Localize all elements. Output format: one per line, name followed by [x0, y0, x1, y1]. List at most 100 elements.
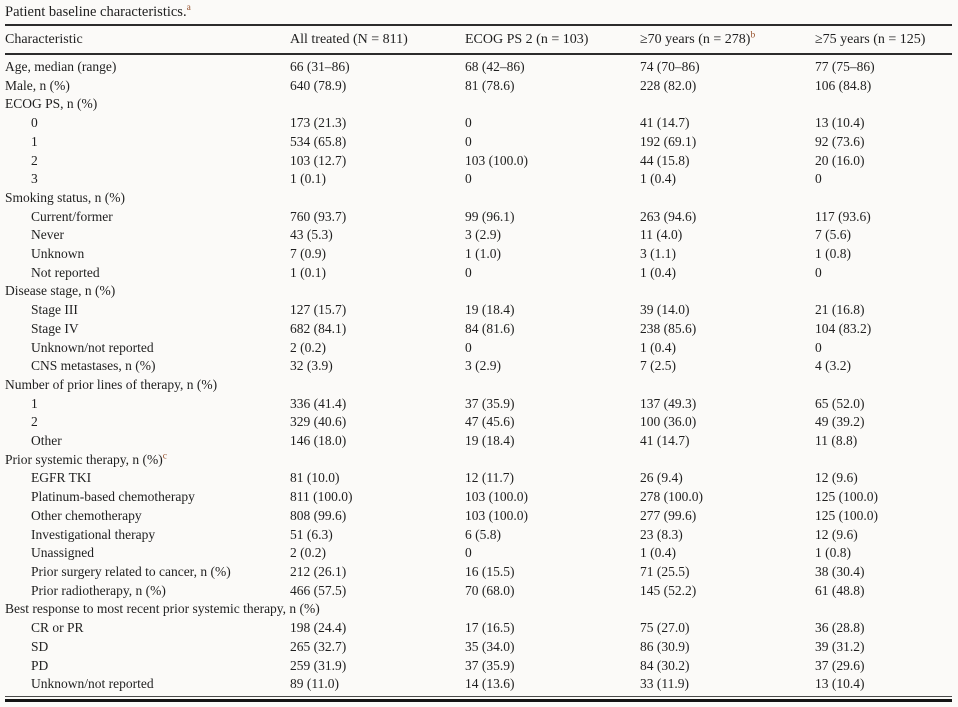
row-label-text: Male, n (%)	[5, 77, 70, 93]
cell-value: 17 (16.5)	[465, 620, 515, 636]
cell-value: 49 (39.2)	[815, 414, 865, 430]
row-label: Smoking status, n (%)	[5, 189, 290, 208]
table-row: Disease stage, n (%)	[5, 282, 952, 301]
table-row: Platinum-based chemotherapy 811 (100.0) 10…	[5, 488, 952, 507]
row-label-text: Never	[31, 227, 64, 243]
cell-value: 92 (73.6)	[815, 133, 865, 149]
table-row: Not reported 1 (0.1) 0 1 (0.4) 0	[5, 264, 952, 283]
cell-value: 86 (30.9)	[640, 638, 690, 654]
cell-value: 263 (94.6)	[640, 208, 697, 224]
cell-value: 41 (14.7)	[640, 115, 690, 131]
cell-value: 3 (1.1)	[640, 246, 676, 262]
cell-value: 71 (25.5)	[640, 563, 690, 579]
cell-value: 534 (65.8)	[290, 133, 347, 149]
column-header-label: ≥75 years (n = 125)	[815, 32, 926, 47]
row-label-text: Unknown	[31, 246, 85, 262]
footnote-marker-c: c	[162, 451, 167, 462]
cell-value: 466 (57.5)	[290, 582, 347, 598]
cell-value: 70 (68.0)	[465, 582, 515, 598]
cell-value: 265 (32.7)	[290, 638, 347, 654]
cell-value: 7 (5.6)	[815, 227, 851, 243]
cell-value: 1 (0.8)	[815, 246, 851, 262]
cell-value: 1 (0.4)	[640, 171, 676, 187]
column-header-label: All treated (N = 811)	[290, 32, 408, 47]
cell-value: 1 (1.0)	[465, 246, 501, 262]
table-header: Characteristic All treated (N = 811) ECOG …	[5, 25, 952, 55]
cell-value	[815, 600, 952, 619]
row-label: Prior radiotherapy, n (%)	[5, 582, 290, 601]
cell-value: 41 (14.7)	[640, 433, 690, 449]
table-row: Stage III 127 (15.7) 19 (18.4) 39 (14.0) 21 …	[5, 301, 952, 320]
cell-value: 640 (78.9)	[290, 77, 347, 93]
column-header-label: Characteristic	[5, 32, 83, 47]
row-label-text: Unknown/not reported	[31, 676, 154, 692]
cell-value	[290, 451, 465, 470]
column-header: ≥70 years (n = 278)b	[640, 25, 815, 55]
table-row: Other 146 (18.0) 19 (18.4) 41 (14.7) 11 (8.8…	[5, 432, 952, 451]
column-header: Characteristic	[5, 25, 290, 55]
cell-value: 103 (100.0)	[465, 507, 528, 523]
cell-value: 65 (52.0)	[815, 395, 865, 411]
table-row: Age, median (range) 66 (31–86) 68 (42–86) 7…	[5, 54, 952, 77]
row-label: Other chemotherapy	[5, 507, 290, 526]
row-label-text: PD	[31, 657, 49, 673]
row-label: Unknown/not reported	[5, 339, 290, 358]
row-label: Prior surgery related to cancer, n (%)	[5, 563, 290, 582]
row-label: Male, n (%)	[5, 77, 290, 96]
cell-value: 0	[815, 171, 822, 187]
table-row: Other chemotherapy 808 (99.6) 103 (100.0) 2…	[5, 507, 952, 526]
cell-value	[640, 189, 815, 208]
row-label: 1	[5, 395, 290, 414]
cell-value: 44 (15.8)	[640, 152, 690, 168]
cell-value: 760 (93.7)	[290, 208, 347, 224]
cell-value: 1 (0.4)	[640, 264, 676, 280]
footnote-marker-a: a	[186, 3, 191, 14]
table-title-text: Patient baseline characteristics.	[5, 4, 187, 20]
cell-value	[290, 376, 465, 395]
row-label-text: Not reported	[31, 264, 100, 280]
cell-value: 0	[815, 339, 822, 355]
cell-value: 228 (82.0)	[640, 77, 697, 93]
baseline-characteristics-table: Characteristic All treated (N = 811) ECOG …	[5, 24, 952, 694]
table-body: Age, median (range) 66 (31–86) 68 (42–86) 7…	[5, 54, 952, 694]
row-label-text: Best response to most recent prior syste…	[5, 601, 320, 617]
cell-value: 39 (14.0)	[640, 302, 690, 318]
cell-value: 125 (100.0)	[815, 507, 878, 523]
cell-value	[465, 282, 640, 301]
cell-value: 103 (12.7)	[290, 152, 347, 168]
row-label: CR or PR	[5, 619, 290, 638]
header-row: Characteristic All treated (N = 811) ECOG …	[5, 25, 952, 55]
table-title: Patient baseline characteristics.a	[5, 3, 952, 24]
cell-value: 84 (30.2)	[640, 657, 690, 673]
cell-value: 104 (83.2)	[815, 320, 872, 336]
cell-value: 137 (49.3)	[640, 395, 697, 411]
cell-value: 198 (24.4)	[290, 620, 347, 636]
cell-value	[290, 282, 465, 301]
cell-value: 11 (8.8)	[815, 433, 858, 449]
row-label-text: Unknown/not reported	[31, 339, 154, 355]
cell-value: 51 (6.3)	[290, 526, 333, 542]
cell-value: 21 (16.8)	[815, 302, 865, 318]
row-label-text: 3	[31, 171, 38, 187]
cell-value: 37 (35.9)	[465, 395, 515, 411]
cell-value: 103 (100.0)	[465, 152, 528, 168]
table-row: PD 259 (31.9) 37 (35.9) 84 (30.2) 37 (29.6)	[5, 657, 952, 676]
row-label-text: Disease stage, n (%)	[5, 283, 116, 299]
cell-value: 23 (8.3)	[640, 526, 683, 542]
table-row: 1 534 (65.8) 0 192 (69.1) 92 (73.6)	[5, 133, 952, 152]
row-label: Prior systemic therapy, n (%)c	[5, 451, 290, 470]
cell-value: 277 (99.6)	[640, 507, 697, 523]
cell-value	[640, 451, 815, 470]
cell-value: 39 (31.2)	[815, 638, 865, 654]
cell-value: 1 (0.4)	[640, 339, 676, 355]
cell-value: 16 (15.5)	[465, 563, 515, 579]
row-label-text: SD	[31, 638, 49, 654]
cell-value: 33 (11.9)	[640, 676, 689, 692]
row-label-text: CNS metastases, n (%)	[31, 358, 156, 374]
row-label: SD	[5, 638, 290, 657]
cell-value: 106 (84.8)	[815, 77, 872, 93]
row-label-text: EGFR TKI	[31, 470, 92, 486]
cell-value	[815, 376, 952, 395]
cell-value: 1 (0.8)	[815, 545, 851, 561]
